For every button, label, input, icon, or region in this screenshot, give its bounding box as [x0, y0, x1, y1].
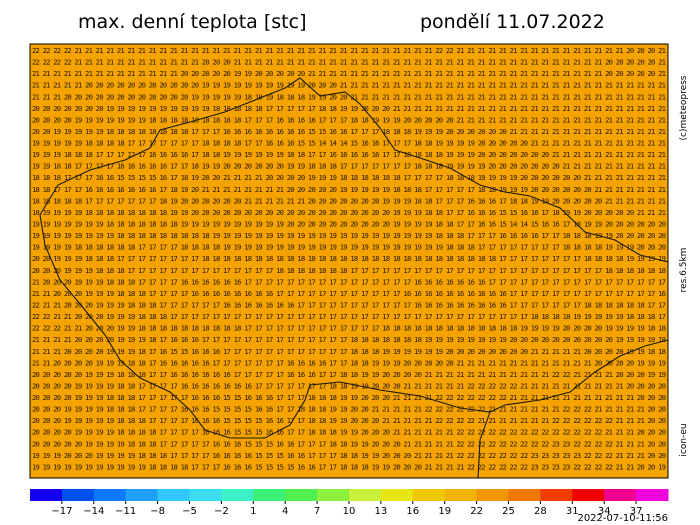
colorbar-label: 25 [502, 506, 515, 517]
grid-row: 21 21 20 20 20 19 19 19 18 18 18 17 17 1… [32, 289, 666, 298]
grid-row: 21 20 20 20 19 19 19 18 18 18 17 17 17 1… [32, 277, 666, 286]
grid-row: 21 21 21 21 21 21 21 21 21 21 21 21 21 2… [32, 69, 666, 78]
colorbar-label: 4 [282, 506, 288, 517]
colorbar-segment [30, 489, 63, 501]
colorbar-label: 34 [598, 506, 611, 517]
colorbar-segment [61, 489, 95, 501]
colorbar-label: −17 [51, 506, 72, 517]
colorbar-segment [349, 489, 382, 501]
grid-row: 20 20 19 19 19 19 19 18 18 18 18 18 18 1… [32, 127, 666, 136]
colorbar-label: −11 [115, 506, 136, 517]
colorbar-segment [604, 489, 637, 501]
colorbar-segment [253, 489, 286, 501]
grid-row: 21 21 21 20 20 20 20 19 19 19 18 17 16 1… [32, 347, 666, 356]
model: icon-eu [679, 423, 689, 456]
colorbar-segment [93, 489, 127, 501]
country-border [39, 77, 669, 263]
grid-row: 18 18 18 17 17 17 16 16 15 15 15 15 16 1… [32, 173, 666, 182]
grid-row: 21 21 21 21 21 20 20 20 20 20 20 20 20 2… [32, 81, 666, 90]
grid-row: 22 22 22 22 21 21 21 21 21 21 21 21 21 2… [32, 46, 666, 55]
title: max. denní teplota [stc] [78, 11, 306, 33]
colorbar-segment [380, 489, 414, 501]
resolution: res.6.5km [679, 248, 689, 293]
timestamp: 2022-07-10-11:56 [577, 513, 668, 524]
copyright: (c)meteopress [679, 75, 689, 140]
colorbar-segment [189, 489, 222, 501]
colorbar-segment [572, 489, 605, 501]
grid-row: 21 21 21 20 20 20 20 20 20 20 20 20 20 2… [32, 92, 666, 101]
colorbar-label: 28 [534, 506, 547, 517]
colorbar-label: 13 [375, 506, 388, 517]
colorbar-segment [317, 489, 350, 501]
colorbar-segment [285, 489, 318, 501]
colorbar-label: −14 [83, 506, 104, 517]
colorbar-segment [125, 489, 159, 501]
grid-row: 20 20 20 20 19 19 19 19 19 19 19 18 18 1… [32, 115, 666, 124]
colorbar-label: 22 [470, 506, 483, 517]
grid-row: 19 19 19 19 18 18 18 18 18 18 17 17 17 1… [32, 243, 666, 252]
grid-row: 18 18 18 18 18 17 17 17 17 17 17 17 18 1… [32, 196, 666, 205]
grid-row: 20 20 20 20 20 19 19 19 19 18 18 18 17 1… [32, 439, 666, 448]
grid-row: 20 20 20 20 19 19 19 19 18 18 17 17 17 1… [32, 381, 666, 390]
colorbar-segment [412, 489, 446, 501]
country-border [477, 411, 491, 479]
colorbar-label: −2 [214, 506, 229, 517]
grid-row: 20 20 20 19 19 19 19 19 18 18 18 17 17 1… [32, 416, 666, 425]
grid-row: 19 19 19 19 19 19 19 18 18 18 18 18 18 1… [32, 220, 666, 229]
grid-row: 18 19 19 19 19 18 18 18 18 18 18 18 18 1… [32, 208, 666, 217]
colorbar-segment [540, 489, 573, 501]
country-border [39, 214, 669, 439]
grid-row: 19 19 19 19 19 18 18 18 18 17 17 17 17 1… [32, 139, 666, 148]
colorbar-segment [476, 489, 509, 501]
grid-row: 20 20 20 20 19 19 19 18 18 18 17 17 17 1… [32, 393, 666, 402]
colorbar-label: 1 [250, 506, 256, 517]
colorbar-label: 19 [438, 506, 451, 517]
grid-row: 19 19 19 19 19 19 19 19 18 18 18 18 18 1… [32, 231, 666, 240]
grid-row: 20 20 20 19 19 19 18 18 18 17 17 17 17 1… [32, 266, 666, 275]
grid-row: 20 20 20 20 20 20 20 19 19 19 19 19 19 1… [32, 104, 666, 113]
colorbar-segment [157, 489, 190, 501]
grid-row: 18 18 17 17 17 16 16 16 16 16 16 16 17 1… [32, 185, 666, 194]
colorbar-label: 7 [314, 506, 320, 517]
grid-row: 21 21 21 21 20 20 20 20 19 19 19 18 17 1… [32, 335, 666, 344]
grid-row: 20 20 20 20 20 19 19 19 18 18 18 17 17 1… [32, 370, 666, 379]
colorbar-segment [444, 489, 478, 501]
colorbar-label: 31 [566, 506, 579, 517]
grid-row: 19 19 19 19 19 19 19 19 19 19 19 18 18 1… [32, 462, 666, 471]
grid-row: 20 20 20 20 19 19 19 19 18 18 18 18 17 1… [32, 428, 666, 437]
value-grid: 22 22 22 22 21 21 21 21 21 21 21 21 21 2… [32, 46, 666, 471]
grid-row: 22 22 22 21 21 20 20 20 19 19 18 18 18 1… [32, 324, 666, 333]
map-background [29, 43, 669, 479]
colorbar-label: −5 [182, 506, 197, 517]
grid-row: 22 21 21 20 20 20 19 19 19 18 18 18 17 1… [32, 300, 666, 309]
colorbar-segment [508, 489, 541, 501]
grid-row: 19 19 18 18 17 17 17 17 16 16 16 16 16 1… [32, 162, 666, 171]
colorbar-label: 10 [343, 506, 356, 517]
colorbar-label: 16 [406, 506, 419, 517]
grid-row: 21 21 20 20 20 20 19 19 19 18 18 17 16 1… [32, 358, 666, 367]
grid-row: 20 20 19 19 19 18 18 18 17 17 17 17 17 1… [32, 254, 666, 263]
grid-row: 20 20 20 19 19 19 19 18 18 18 17 17 17 1… [32, 405, 666, 414]
grid-row: 19 19 19 20 20 20 19 19 19 19 18 18 18 1… [32, 451, 666, 460]
grid-row: 19 19 19 18 18 18 17 17 17 17 17 16 16 1… [32, 150, 666, 159]
colorbar: −17 −14 −11 −8 −5 −2 1 4 7 10 13 16 19 22 25 28 31 34 37 [30, 489, 669, 517]
colorbar-segment [636, 489, 669, 501]
colorbar-segment [221, 489, 254, 501]
grid-row: 22 22 22 22 21 21 21 21 21 21 21 21 21 2… [32, 58, 666, 67]
colorbar-label: −8 [150, 506, 165, 517]
colorbar-label: 37 [630, 506, 643, 517]
grid-row: 22 22 21 21 20 20 20 19 19 19 18 18 18 1… [32, 312, 666, 321]
date: pondělí 11.07.2022 [420, 11, 605, 33]
